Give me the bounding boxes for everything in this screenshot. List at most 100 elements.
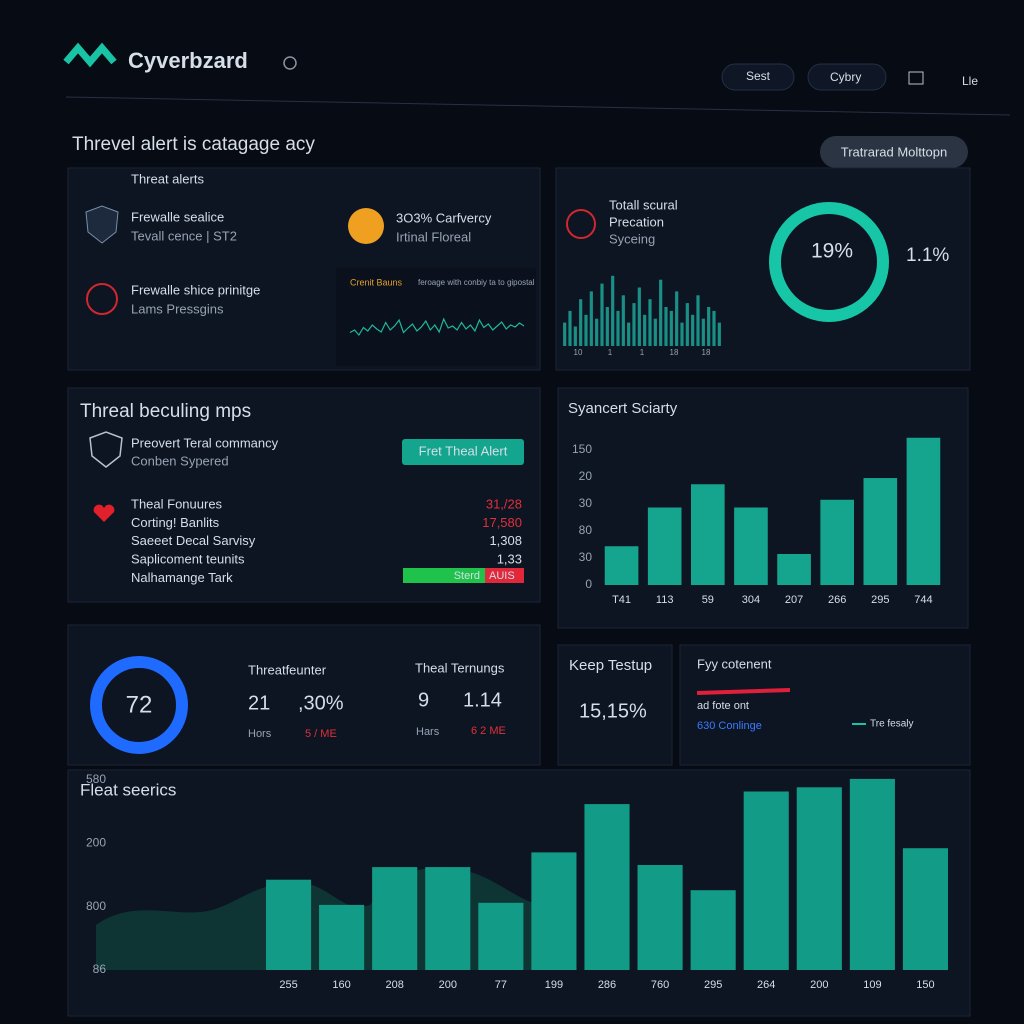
bar (563, 322, 567, 346)
panel-title: Fyy cotenent (697, 656, 772, 671)
mini-chart-box (336, 268, 536, 366)
alert-title: Frewalle shice prinitge (131, 282, 260, 297)
bar (627, 322, 631, 346)
row-label: Saplicoment teunits (131, 552, 245, 567)
x-tick-label: 255 (279, 979, 297, 991)
ring-label: 19% (811, 240, 853, 263)
nav-item[interactable]: Lle (962, 74, 978, 88)
x-tick-label: 744 (914, 594, 932, 606)
bar (611, 275, 615, 346)
bar (579, 299, 583, 346)
status-label: Sterd (454, 570, 480, 582)
x-tick-label: 150 (916, 979, 934, 991)
stat-value: 9 (418, 689, 429, 711)
stat-value: ,30% (298, 692, 344, 714)
x-tick-label: 160 (332, 979, 350, 991)
y-tick-label: 200 (86, 836, 106, 850)
bar (777, 554, 811, 585)
row-label: Corting! Banlits (131, 515, 220, 530)
bar (568, 310, 572, 346)
keep-value: 15,15% (579, 700, 647, 722)
grid-icon[interactable] (908, 71, 924, 85)
bar (690, 890, 736, 970)
nav-item[interactable]: Cybry (830, 70, 861, 84)
bar (573, 326, 577, 346)
bar (707, 307, 711, 346)
x-tick-label: 109 (863, 979, 881, 991)
bar (653, 318, 657, 346)
stat-value: 21 (248, 692, 270, 714)
bar (600, 283, 604, 346)
mapping-panel (67, 387, 541, 603)
x-tick-label: 295 (871, 594, 889, 606)
bar (372, 867, 418, 970)
x-tick-label: 77 (495, 979, 507, 991)
header-button-label[interactable]: Tratrarad Molttopn (841, 144, 947, 159)
stat-unit: Hors (248, 728, 272, 740)
stat-title: Threatfeunter (248, 662, 327, 677)
row-label: Theal Fonuures (131, 496, 223, 511)
x-tick-label: 264 (757, 979, 775, 991)
bar (690, 484, 725, 585)
bar (675, 291, 679, 346)
x-tick-label: 1 (640, 348, 645, 357)
x-tick-label: 113 (656, 594, 674, 606)
y-tick-label: 80 (579, 523, 593, 537)
ring-label: 72 (126, 691, 153, 718)
status-label: AUIS (489, 570, 515, 582)
user-title: 3O3% Carfvercy (396, 210, 492, 225)
stat-delta: 5 / ME (305, 728, 337, 740)
bar (717, 322, 721, 346)
bar (425, 867, 471, 970)
bar (637, 287, 641, 346)
bar (589, 291, 593, 346)
status-bar-bad (485, 568, 524, 583)
alert-detail: Tevall cence | ST2 (131, 228, 237, 243)
bar (632, 303, 636, 346)
bar (584, 314, 588, 346)
stat-value: 1.14 (463, 689, 502, 711)
row-label: Saeeet Decal Sarvisy (131, 533, 256, 548)
x-tick-label: 304 (742, 594, 760, 606)
nav-item[interactable]: Sest (746, 69, 771, 83)
ring (769, 202, 889, 322)
alert-icon (86, 283, 118, 315)
y-tick-label: 86 (93, 962, 107, 976)
x-tick-label: 10 (574, 348, 583, 357)
bar (265, 879, 312, 970)
bar (664, 307, 668, 346)
search-icon[interactable] (283, 56, 297, 70)
content-panel (679, 644, 971, 766)
row-value: 1,308 (489, 533, 522, 548)
status-bar-good (403, 568, 485, 583)
bar (643, 314, 647, 346)
x-tick-label: 1 (608, 348, 613, 357)
bar (680, 322, 684, 346)
y-tick-label: 580 (86, 772, 106, 786)
bar (647, 507, 682, 585)
brand: Cyverbzard (128, 48, 248, 73)
bar (319, 904, 365, 970)
alert-button[interactable] (402, 439, 524, 465)
bar (863, 478, 898, 585)
alert-icon (566, 209, 596, 239)
alert-button-label[interactable]: Fret Theal Alert (419, 443, 508, 458)
panel-title: Syancert Sciarty (568, 400, 678, 417)
nav-pill[interactable] (807, 63, 887, 91)
bar (478, 902, 524, 970)
header-button[interactable] (820, 136, 968, 168)
nav-pill[interactable] (721, 63, 795, 91)
bar (712, 310, 716, 346)
stat-unit: Hars (416, 726, 440, 738)
stat-delta: 6 2 ME (471, 725, 506, 737)
red-line (696, 688, 791, 695)
bar (796, 787, 842, 970)
bar (604, 546, 639, 585)
line (349, 317, 525, 337)
y-tick-label: 30 (579, 550, 593, 564)
info-detail: Conben Sypered (131, 453, 229, 468)
bar (531, 852, 577, 970)
bar (616, 310, 620, 346)
row-value: 1,33 (497, 552, 522, 567)
bar (637, 865, 683, 970)
